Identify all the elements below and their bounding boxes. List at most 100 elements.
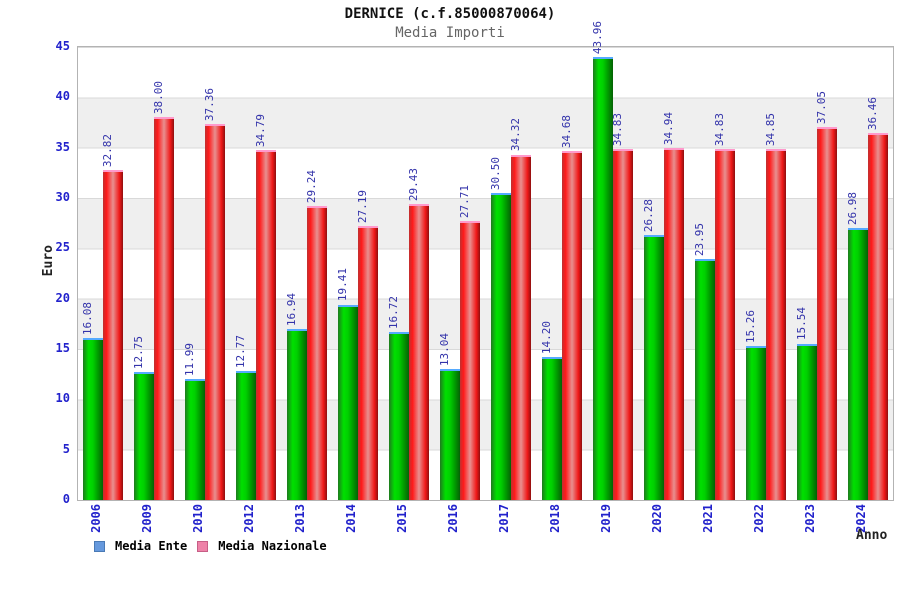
- bar-media-ente-2020: [643, 235, 664, 500]
- bar-media-ente-2010: [185, 379, 206, 500]
- x-tick-2021: 2021: [700, 504, 715, 533]
- value-label-media-ente-2012: 12.77: [234, 335, 248, 369]
- value-label-media-nazionale-2020: 34.94: [661, 112, 675, 146]
- bar-media-ente-2022: [745, 346, 766, 500]
- value-label-media-ente-2015: 16.72: [387, 295, 401, 329]
- bar-media-ente-2017: [490, 192, 511, 500]
- x-tick-2013: 2013: [293, 504, 308, 533]
- y-tick-45: 45: [55, 39, 70, 53]
- bar-media-ente-2024: [847, 228, 868, 500]
- plot-area: 16.08 32.82 12.75 38.00 11.99 37.36 12.77 34.79…: [77, 21, 894, 501]
- y-tick-10: 10: [55, 391, 70, 406]
- legend-label-media-nazionale: Media Nazionale: [218, 539, 327, 553]
- bar-media-ente-2012: [236, 371, 257, 500]
- bar-media-ente-2019: [592, 57, 613, 500]
- y-tick-35: 35: [55, 139, 70, 154]
- bar-media-ente-2018: [541, 357, 562, 500]
- x-tick-2012: 2012: [242, 504, 257, 533]
- value-label-media-nazionale-2006: 32.82: [101, 133, 115, 167]
- value-label-media-nazionale-2022: 34.85: [763, 113, 777, 147]
- bar-media-ente-2009: [134, 371, 155, 500]
- x-tick-2010: 2010: [191, 504, 206, 533]
- x-tick-2022: 2022: [751, 504, 766, 533]
- x-tick-2023: 2023: [802, 504, 817, 533]
- value-label-media-ente-2013: 16.94: [285, 293, 299, 327]
- value-label-media-ente-2021: 23.95: [692, 222, 706, 256]
- value-label-media-nazionale-2018: 34.68: [559, 114, 573, 148]
- bar-media-ente-2006: [83, 338, 104, 500]
- x-tick-2019: 2019: [598, 504, 613, 533]
- value-label-media-ente-2006: 16.08: [81, 302, 95, 336]
- bar-media-nazionale-2019: [612, 149, 633, 500]
- bar-media-nazionale-2022: [765, 149, 786, 500]
- legend-swatch-media-nazionale: [197, 540, 209, 552]
- bar-media-nazionale-2009: [154, 117, 175, 500]
- value-label-media-ente-2022: 15.26: [743, 310, 757, 344]
- value-label-media-ente-2020: 26.28: [641, 199, 655, 233]
- bar-media-ente-2016: [440, 368, 461, 500]
- value-label-media-nazionale-2009: 38.00: [152, 81, 166, 115]
- bar-media-nazionale-2023: [816, 127, 837, 500]
- x-tick-2017: 2017: [496, 504, 511, 533]
- bar-media-nazionale-2020: [663, 148, 684, 500]
- x-tick-2016: 2016: [446, 504, 461, 533]
- bar-media-nazionale-2013: [307, 205, 328, 500]
- x-tick-2015: 2015: [395, 504, 410, 533]
- legend-label-media-ente: Media Ente: [115, 539, 188, 553]
- value-label-media-nazionale-2024: 36.46: [865, 96, 879, 130]
- bar-media-ente-2021: [694, 258, 715, 500]
- value-label-media-nazionale-2012: 34.79: [254, 113, 268, 147]
- bar-media-nazionale-2018: [561, 150, 582, 500]
- x-tick-2018: 2018: [547, 504, 562, 533]
- legend-swatch-media-ente: [94, 540, 105, 552]
- x-axis-title: Anno: [856, 528, 888, 543]
- bar-media-nazionale-2024: [867, 132, 888, 500]
- value-label-media-nazionale-2021: 34.83: [712, 113, 726, 147]
- value-label-media-ente-2019: 43.96: [590, 21, 604, 55]
- value-label-media-nazionale-2019: 34.83: [610, 113, 624, 147]
- value-label-media-ente-2010: 11.99: [183, 343, 197, 377]
- x-tick-2020: 2020: [649, 504, 664, 533]
- bar-media-nazionale-2006: [103, 169, 124, 500]
- bar-media-nazionale-2010: [205, 123, 226, 500]
- bar-media-nazionale-2014: [358, 226, 379, 500]
- bar-media-ente-2013: [287, 329, 308, 500]
- value-label-media-ente-2017: 30.50: [488, 156, 502, 190]
- x-tick-2006: 2006: [89, 504, 104, 533]
- legend: Media Ente Media Nazionale: [94, 539, 327, 553]
- bar-media-ente-2015: [389, 331, 410, 500]
- y-tick-5: 5: [62, 441, 70, 456]
- value-label-media-nazionale-2016: 27.71: [458, 184, 472, 219]
- y-tick-30: 30: [55, 190, 70, 204]
- y-axis-title: Euro: [41, 245, 56, 277]
- value-label-media-nazionale-2014: 27.19: [356, 190, 370, 224]
- y-tick-20: 20: [55, 290, 70, 305]
- chart-title: DERNICE (c.f.85000870064): [344, 6, 556, 22]
- bar-media-nazionale-2012: [256, 149, 277, 500]
- value-label-media-nazionale-2013: 29.24: [305, 169, 319, 203]
- y-tick-40: 40: [55, 89, 70, 104]
- value-label-media-ente-2009: 12.75: [132, 335, 146, 369]
- value-label-media-ente-2018: 14.20: [539, 320, 553, 355]
- value-label-media-ente-2024: 26.98: [845, 192, 859, 226]
- x-tick-2009: 2009: [140, 504, 155, 533]
- value-label-media-nazionale-2010: 37.36: [203, 87, 217, 121]
- bar-media-nazionale-2016: [460, 221, 481, 500]
- bar-media-ente-2014: [338, 304, 359, 500]
- value-label-media-nazionale-2023: 37.05: [814, 90, 828, 125]
- chart-subtitle: Media Importi: [395, 25, 505, 41]
- bar-media-ente-2023: [796, 343, 817, 500]
- bar-media-nazionale-2017: [510, 154, 531, 500]
- bar-media-nazionale-2015: [409, 203, 430, 500]
- x-tick-2014: 2014: [344, 504, 359, 533]
- y-tick-15: 15: [55, 341, 70, 355]
- value-label-media-ente-2023: 15.54: [794, 307, 808, 341]
- y-tick-0: 0: [62, 492, 70, 506]
- y-tick-25: 25: [55, 240, 70, 255]
- value-label-media-nazionale-2015: 29.43: [407, 167, 421, 201]
- value-label-media-ente-2014: 19.41: [336, 268, 350, 302]
- bar-media-nazionale-2021: [714, 149, 735, 500]
- value-label-media-ente-2016: 13.04: [438, 332, 452, 366]
- value-label-media-nazionale-2017: 34.32: [508, 118, 522, 152]
